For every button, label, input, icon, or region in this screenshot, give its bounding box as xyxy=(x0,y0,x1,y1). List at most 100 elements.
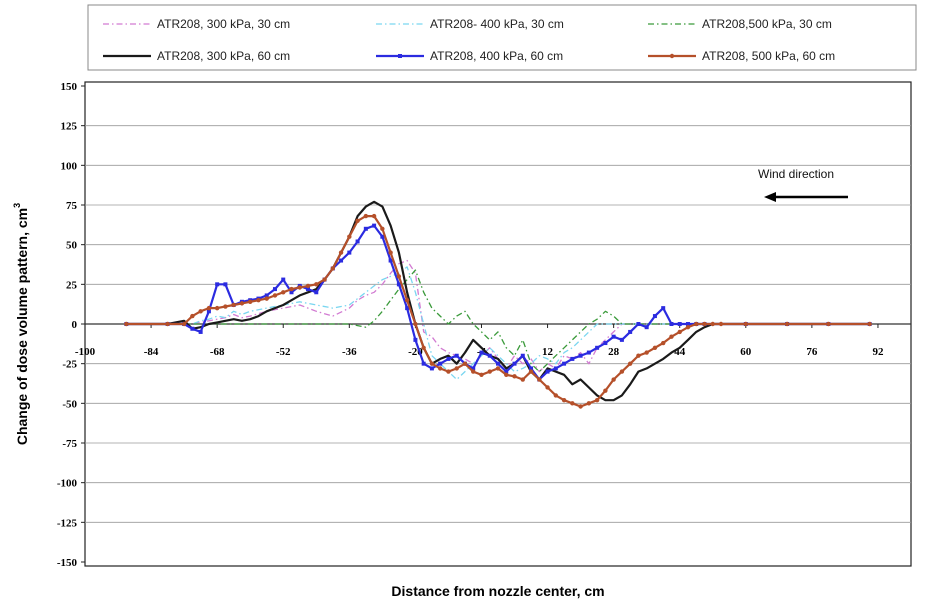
data-point xyxy=(528,369,534,374)
data-point xyxy=(404,298,410,303)
data-point xyxy=(437,366,443,371)
legend-label: ATR208, 300 kPa, 30 cm xyxy=(157,17,290,31)
x-tick-label: 28 xyxy=(608,346,620,358)
data-point xyxy=(553,366,558,371)
data-point xyxy=(396,274,402,279)
data-point xyxy=(264,296,269,301)
data-point xyxy=(446,369,451,374)
data-point xyxy=(495,366,501,371)
y-tick-label: 50 xyxy=(66,240,78,252)
data-point xyxy=(487,369,492,374)
series-6 xyxy=(124,213,872,409)
y-axis-title: Change of dose volume pattern, cm3 xyxy=(12,203,30,445)
data-point xyxy=(363,213,369,219)
data-point xyxy=(627,361,633,366)
data-point xyxy=(165,321,170,327)
data-point xyxy=(479,350,484,355)
x-tick-label: -68 xyxy=(210,346,225,358)
wind-direction-arrowhead xyxy=(764,192,776,202)
data-point xyxy=(181,321,187,327)
data-point xyxy=(661,340,666,346)
data-point xyxy=(677,322,682,326)
data-point xyxy=(380,234,385,239)
series-line xyxy=(126,269,870,373)
data-point xyxy=(487,353,492,358)
data-point xyxy=(702,321,707,327)
data-point xyxy=(421,361,426,366)
data-point xyxy=(429,366,434,371)
data-point xyxy=(636,353,641,358)
data-point xyxy=(372,223,377,228)
legend-frame xyxy=(87,4,917,71)
data-point xyxy=(553,393,559,398)
data-point xyxy=(685,322,690,326)
data-point xyxy=(223,304,228,309)
series-3 xyxy=(126,269,870,373)
data-point xyxy=(471,369,476,374)
data-point xyxy=(578,404,583,409)
data-point xyxy=(545,385,550,390)
data-point xyxy=(206,305,212,311)
data-point xyxy=(413,337,418,342)
data-point xyxy=(264,293,269,298)
data-point xyxy=(462,361,468,366)
data-point xyxy=(206,309,211,314)
data-point xyxy=(281,290,286,295)
data-point xyxy=(685,324,691,330)
legend-entry: ATR208- 400 kPa, 30 cm xyxy=(376,17,564,31)
x-axis-title: Distance from nozzle center, cm xyxy=(391,583,604,599)
series-line xyxy=(126,200,870,402)
legend-label: ATR208- 400 kPa, 30 cm xyxy=(430,17,564,31)
data-point xyxy=(124,321,129,327)
data-point xyxy=(289,290,294,295)
data-point xyxy=(718,321,724,327)
data-point xyxy=(314,282,319,287)
legend-label: ATR208, 500 kPa, 60 cm xyxy=(702,49,835,63)
data-point xyxy=(594,397,600,403)
data-point xyxy=(479,372,484,377)
legend-entry: ATR208, 300 kPa, 60 cm xyxy=(103,49,290,63)
data-point xyxy=(619,369,625,374)
data-point xyxy=(339,258,344,263)
y-tick-label: -125 xyxy=(57,517,78,529)
data-point xyxy=(661,306,666,311)
data-point xyxy=(603,341,608,346)
y-axis-title-superscript: 3 xyxy=(12,203,22,208)
data-point xyxy=(330,266,335,271)
data-point xyxy=(586,350,591,355)
legend-entry: ATR208, 500 kPa, 60 cm xyxy=(648,49,835,63)
data-point xyxy=(297,285,302,290)
data-point xyxy=(454,366,459,371)
y-tick-label: 25 xyxy=(66,279,78,291)
data-point xyxy=(198,309,203,314)
data-point xyxy=(504,372,509,377)
data-point xyxy=(504,369,509,374)
x-tick-label: 12 xyxy=(542,346,554,358)
legend-entry: ATR208,500 kPa, 30 cm xyxy=(648,17,832,31)
data-point xyxy=(636,322,641,326)
legend-marker xyxy=(398,54,402,58)
data-point xyxy=(239,301,245,306)
data-point xyxy=(355,218,360,224)
data-point xyxy=(496,361,500,366)
y-tick-label: -150 xyxy=(57,557,78,569)
data-point xyxy=(396,282,401,287)
wind-direction-annotation: Wind direction xyxy=(758,167,848,202)
data-point xyxy=(520,353,525,358)
y-tick-label: 125 xyxy=(61,121,78,133)
data-point xyxy=(570,401,575,406)
data-point xyxy=(512,361,517,366)
data-point xyxy=(272,293,278,298)
y-tick-label: 0 xyxy=(72,319,78,331)
wind-direction-label: Wind direction xyxy=(758,167,834,181)
data-point xyxy=(454,353,459,358)
data-point xyxy=(784,321,790,327)
data-point xyxy=(388,250,393,255)
data-point xyxy=(545,369,550,374)
data-point xyxy=(289,286,294,292)
data-point xyxy=(314,290,319,295)
data-point xyxy=(867,321,872,327)
data-point xyxy=(611,334,616,339)
data-point xyxy=(652,314,657,319)
data-point xyxy=(471,366,476,371)
